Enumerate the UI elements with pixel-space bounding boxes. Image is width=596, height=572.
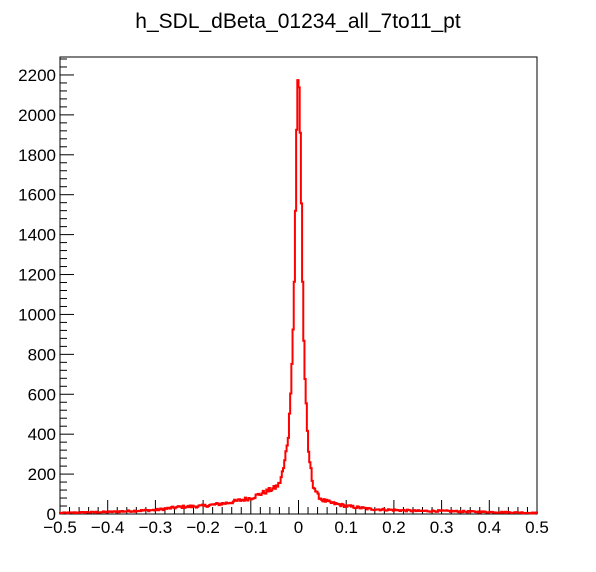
minor-ticks <box>60 58 528 514</box>
x-tick-label-1: −0.4 <box>91 518 125 537</box>
y-tick-label-1: 200 <box>28 465 56 484</box>
x-tick-label-9: 0.4 <box>477 518 501 537</box>
x-tick-label-3: −0.2 <box>186 518 220 537</box>
chart-title: h_SDL_dBeta_01234_all_7to11_pt <box>135 10 461 33</box>
x-tick-label-6: 0.1 <box>334 518 358 537</box>
series-line-0 <box>59 79 538 515</box>
y-tick-label-3: 600 <box>28 385 56 404</box>
y-tick-label-4: 800 <box>28 345 56 364</box>
x-tick-label-7: 0.2 <box>382 518 406 537</box>
x-tick-label-4: −0.1 <box>234 518 268 537</box>
y-tick-label-6: 1200 <box>18 266 56 285</box>
y-tick-labels: 0 200 400 600 800 1000 1200 1400 1600 1800 2000 220… <box>18 66 56 524</box>
y-tick-label-10: 2000 <box>18 106 56 125</box>
x-tick-label-5: 0 <box>294 518 303 537</box>
y-tick-label-0: 0 <box>47 505 56 524</box>
y-tick-label-11: 2200 <box>18 66 56 85</box>
plot-frame <box>59 56 538 515</box>
major-ticks <box>59 74 538 515</box>
x-tick-label-8: 0.3 <box>430 518 454 537</box>
x-tick-label-0: −0.5 <box>43 518 77 537</box>
y-tick-label-8: 1600 <box>18 186 56 205</box>
x-tick-labels: −0.5 −0.4 −0.3 −0.2 −0.1 0 0.1 0.2 0.3 0.4 0.5 <box>43 518 549 537</box>
y-tick-label-2: 400 <box>28 425 56 444</box>
y-tick-label-5: 1000 <box>18 305 56 324</box>
x-tick-label-2: −0.3 <box>139 518 173 537</box>
y-tick-label-7: 1400 <box>18 226 56 245</box>
y-tick-label-9: 1800 <box>18 146 56 165</box>
series-layer <box>59 79 538 515</box>
x-tick-label-10: 0.5 <box>525 518 549 537</box>
